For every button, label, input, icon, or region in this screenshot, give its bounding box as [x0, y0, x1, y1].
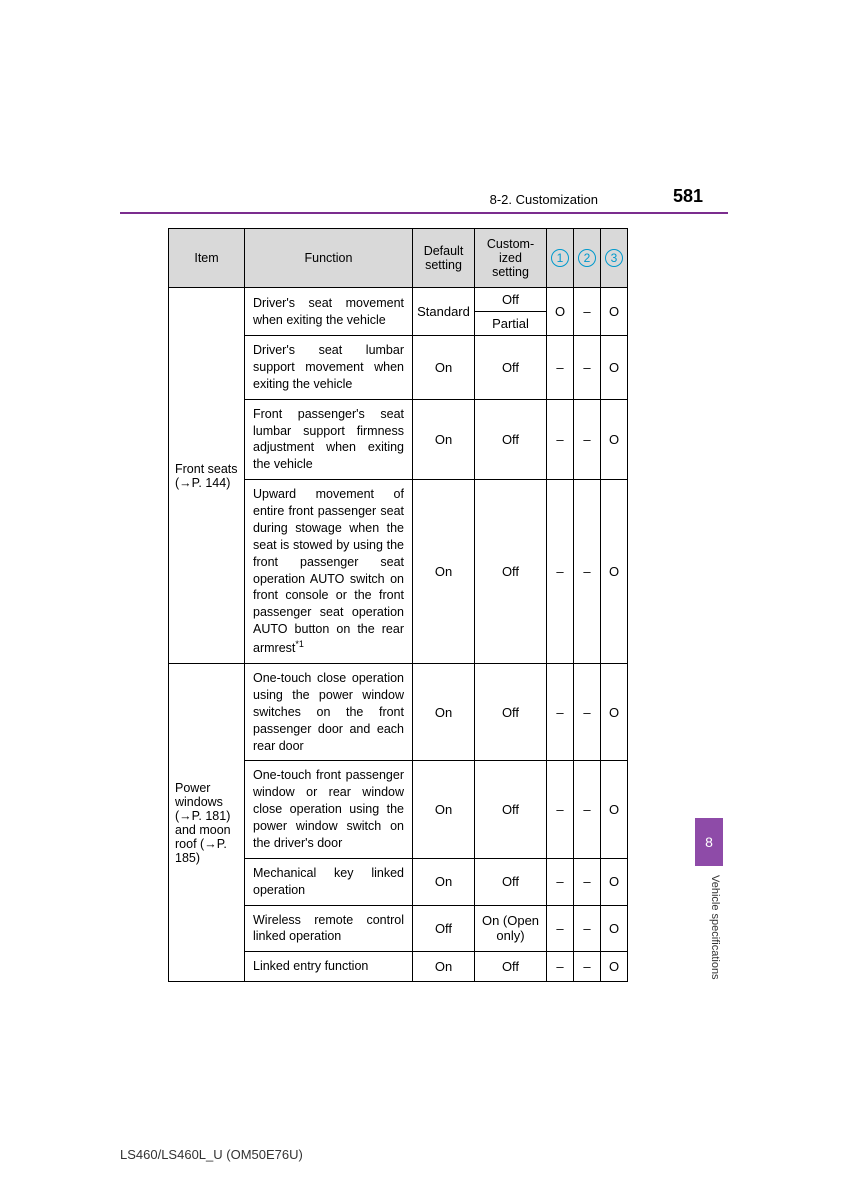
value-cell: O — [601, 480, 628, 664]
value-cell: – — [574, 952, 601, 982]
default-cell: On — [413, 399, 475, 480]
value-cell: O — [601, 952, 628, 982]
default-cell: Standard — [413, 288, 475, 336]
function-cell: Mechanical key linked operation — [245, 858, 413, 905]
th-col2: 2 — [574, 229, 601, 288]
custom-cell: Off — [475, 761, 547, 858]
value-cell: O — [601, 336, 628, 400]
value-cell: – — [574, 288, 601, 336]
custom-cell: Off — [475, 952, 547, 982]
th-default: Default setting — [413, 229, 475, 288]
custom-cell: On (Open only) — [475, 905, 547, 952]
th-custom: Custom-ized setting — [475, 229, 547, 288]
function-cell: One-touch front passenger window or rear… — [245, 761, 413, 858]
value-cell: – — [574, 905, 601, 952]
value-cell: O — [601, 905, 628, 952]
value-cell: – — [547, 336, 574, 400]
function-cell: Driver's seat lumbar support movement wh… — [245, 336, 413, 400]
item-cell: Front seats (→P. 144) — [169, 288, 245, 664]
value-cell: – — [574, 480, 601, 664]
th-function: Function — [245, 229, 413, 288]
value-cell: O — [601, 399, 628, 480]
value-cell: O — [601, 858, 628, 905]
value-cell: – — [574, 761, 601, 858]
value-cell: – — [547, 399, 574, 480]
item-cell: Power windows (→P. 181) and moon roof (→… — [169, 664, 245, 982]
header-rule — [120, 212, 728, 214]
function-cell: Driver's seat movement when exiting the … — [245, 288, 413, 336]
custom-cell: Off — [475, 480, 547, 664]
default-cell: On — [413, 858, 475, 905]
th-item: Item — [169, 229, 245, 288]
value-cell: – — [547, 952, 574, 982]
function-cell: Upward movement of entire front passenge… — [245, 480, 413, 664]
default-cell: On — [413, 664, 475, 761]
value-cell: – — [574, 399, 601, 480]
value-cell: – — [547, 858, 574, 905]
default-cell: Off — [413, 905, 475, 952]
custom-cell: Off — [475, 399, 547, 480]
default-cell: On — [413, 480, 475, 664]
function-cell: One-touch close operation using the powe… — [245, 664, 413, 761]
default-cell: On — [413, 952, 475, 982]
value-cell: O — [547, 288, 574, 336]
value-cell: – — [574, 858, 601, 905]
page-number: 581 — [673, 186, 703, 207]
default-cell: On — [413, 761, 475, 858]
custom-cell: Off — [475, 664, 547, 761]
section-title: 8-2. Customization — [490, 192, 598, 207]
th-col1: 1 — [547, 229, 574, 288]
th-col3: 3 — [601, 229, 628, 288]
footer-text: LS460/LS460L_U (OM50E76U) — [120, 1147, 303, 1162]
function-cell: Linked entry function — [245, 952, 413, 982]
value-cell: O — [601, 664, 628, 761]
custom-cell: Partial — [475, 312, 547, 336]
default-cell: On — [413, 336, 475, 400]
custom-cell: Off — [475, 336, 547, 400]
chapter-tab: 8 — [695, 818, 723, 866]
table-row: Front seats (→P. 144)Driver's seat movem… — [169, 288, 628, 312]
value-cell: O — [601, 288, 628, 336]
value-cell: – — [574, 664, 601, 761]
customization-table: Item Function Default setting Custom-ize… — [168, 228, 628, 982]
function-cell: Wireless remote control linked operation — [245, 905, 413, 952]
custom-cell: Off — [475, 288, 547, 312]
chapter-label: Vehicle specifications — [703, 875, 721, 980]
value-cell: – — [547, 664, 574, 761]
value-cell: – — [547, 905, 574, 952]
table-row: Power windows (→P. 181) and moon roof (→… — [169, 664, 628, 761]
value-cell: – — [547, 480, 574, 664]
custom-cell: Off — [475, 858, 547, 905]
value-cell: – — [547, 761, 574, 858]
function-cell: Front passenger's seat lumbar support fi… — [245, 399, 413, 480]
value-cell: O — [601, 761, 628, 858]
value-cell: – — [574, 336, 601, 400]
